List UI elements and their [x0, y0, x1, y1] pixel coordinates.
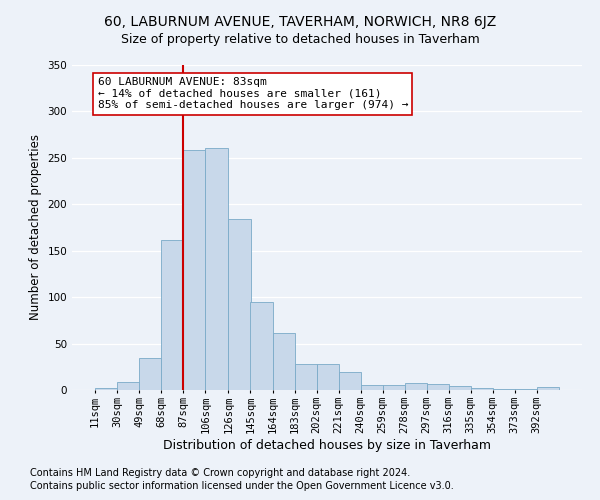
Bar [404, 382, 427, 390]
Bar [317, 364, 338, 390]
Bar [272, 334, 295, 390]
Bar [117, 382, 139, 390]
Bar [139, 358, 161, 390]
Bar [427, 384, 449, 390]
Bar [338, 372, 361, 390]
Bar [183, 150, 205, 390]
X-axis label: Distribution of detached houses by size in Taverham: Distribution of detached houses by size … [163, 438, 491, 452]
Bar [95, 388, 117, 390]
Bar [471, 388, 493, 390]
Bar [515, 389, 537, 390]
Text: Size of property relative to detached houses in Taverham: Size of property relative to detached ho… [121, 32, 479, 46]
Bar [161, 240, 183, 390]
Bar [205, 148, 229, 390]
Text: Contains public sector information licensed under the Open Government Licence v3: Contains public sector information licen… [30, 481, 454, 491]
Bar [229, 219, 251, 390]
Y-axis label: Number of detached properties: Number of detached properties [29, 134, 42, 320]
Bar [251, 302, 272, 390]
Text: Contains HM Land Registry data © Crown copyright and database right 2024.: Contains HM Land Registry data © Crown c… [30, 468, 410, 477]
Text: 60, LABURNUM AVENUE, TAVERHAM, NORWICH, NR8 6JZ: 60, LABURNUM AVENUE, TAVERHAM, NORWICH, … [104, 15, 496, 29]
Bar [383, 386, 404, 390]
Bar [537, 387, 559, 390]
Bar [361, 386, 383, 390]
Text: 60 LABURNUM AVENUE: 83sqm
← 14% of detached houses are smaller (161)
85% of semi: 60 LABURNUM AVENUE: 83sqm ← 14% of detac… [97, 77, 408, 110]
Bar [493, 389, 515, 390]
Bar [449, 386, 471, 390]
Bar [295, 364, 317, 390]
